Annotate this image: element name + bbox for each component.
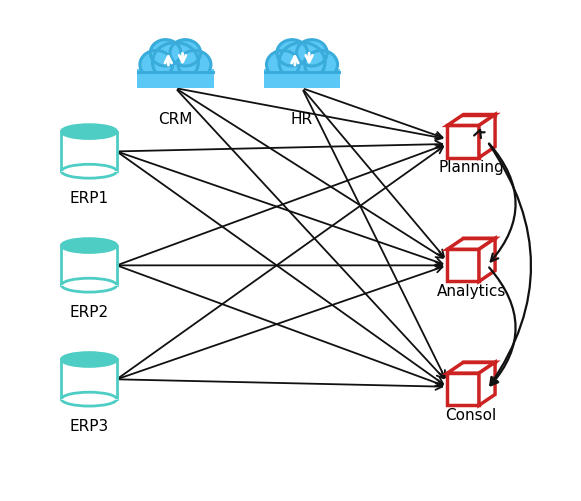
Text: Analytics: Analytics bbox=[436, 284, 506, 299]
Polygon shape bbox=[447, 125, 479, 158]
Text: ERP3: ERP3 bbox=[70, 419, 109, 434]
Circle shape bbox=[178, 51, 211, 79]
Circle shape bbox=[152, 43, 198, 82]
Bar bbox=[62, 245, 117, 285]
Circle shape bbox=[170, 40, 200, 66]
Circle shape bbox=[296, 40, 327, 66]
Polygon shape bbox=[447, 238, 495, 249]
Bar bbox=[62, 360, 117, 399]
Text: ERP2: ERP2 bbox=[70, 305, 109, 320]
Text: ERP1: ERP1 bbox=[70, 191, 109, 206]
Polygon shape bbox=[479, 115, 495, 158]
Polygon shape bbox=[447, 115, 495, 125]
Bar bbox=[137, 69, 214, 88]
Ellipse shape bbox=[62, 353, 117, 366]
Bar bbox=[265, 72, 339, 88]
Circle shape bbox=[279, 43, 325, 82]
Ellipse shape bbox=[62, 238, 117, 253]
Polygon shape bbox=[447, 249, 479, 282]
Circle shape bbox=[267, 51, 299, 79]
Ellipse shape bbox=[62, 278, 117, 292]
Polygon shape bbox=[479, 238, 495, 282]
Circle shape bbox=[150, 40, 181, 66]
Text: HR: HR bbox=[291, 112, 313, 127]
Bar bbox=[264, 69, 340, 88]
Circle shape bbox=[140, 51, 173, 79]
Bar bbox=[62, 132, 117, 171]
Polygon shape bbox=[447, 373, 479, 405]
Text: Consol: Consol bbox=[446, 408, 497, 423]
Circle shape bbox=[277, 40, 307, 66]
Ellipse shape bbox=[62, 164, 117, 178]
Circle shape bbox=[305, 51, 338, 79]
Ellipse shape bbox=[62, 125, 117, 139]
Text: CRM: CRM bbox=[158, 112, 192, 127]
Text: Planning: Planning bbox=[438, 160, 504, 175]
Polygon shape bbox=[479, 362, 495, 405]
Ellipse shape bbox=[62, 392, 117, 406]
Bar bbox=[138, 72, 213, 88]
Polygon shape bbox=[447, 362, 495, 373]
